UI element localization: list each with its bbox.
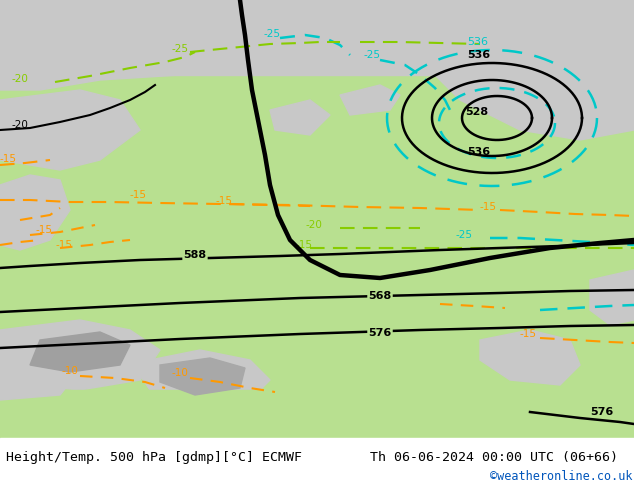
Bar [0,0,634,438]
Bar [0,438,634,490]
Polygon shape [0,390,634,438]
Text: -20: -20 [12,74,29,84]
Text: -20: -20 [305,220,322,230]
Polygon shape [0,0,260,90]
Text: 528: 528 [465,107,488,117]
Text: -25: -25 [263,29,280,39]
Text: 536: 536 [467,37,488,47]
Text: -25: -25 [363,50,380,60]
Text: 576: 576 [590,407,613,417]
Polygon shape [30,332,130,372]
Text: 576: 576 [368,328,392,338]
Bar [0,0,634,75]
Polygon shape [0,175,70,250]
Text: Th 06-06-2024 00:00 UTC (06+66): Th 06-06-2024 00:00 UTC (06+66) [370,450,618,464]
Text: -10: -10 [172,368,189,378]
Text: 536: 536 [467,50,490,60]
Text: -15: -15 [35,225,52,235]
Polygon shape [140,350,270,405]
Text: -15: -15 [130,190,147,200]
Polygon shape [490,70,600,130]
Polygon shape [0,355,80,400]
Text: -15: -15 [295,240,312,250]
Text: 568: 568 [368,291,392,301]
Text: -20: -20 [12,120,29,130]
Text: Height/Temp. 500 hPa [gdmp][°C] ECMWF: Height/Temp. 500 hPa [gdmp][°C] ECMWF [6,450,302,464]
Text: -15: -15 [520,329,537,339]
Text: -10: -10 [62,366,79,376]
Text: -25: -25 [455,230,472,240]
Text: -15: -15 [0,154,17,164]
Text: -25: -25 [172,44,189,54]
Polygon shape [480,330,580,385]
Polygon shape [340,85,400,115]
Text: -15: -15 [480,202,497,212]
Polygon shape [160,358,245,395]
Text: 536: 536 [467,147,490,157]
Polygon shape [0,90,140,170]
Polygon shape [420,0,634,140]
Polygon shape [270,100,330,135]
Text: 588: 588 [183,250,207,260]
Text: -15: -15 [215,196,232,206]
Text: ©weatheronline.co.uk: ©weatheronline.co.uk [490,469,633,483]
Polygon shape [590,270,634,325]
Text: -15: -15 [55,240,72,250]
Polygon shape [0,320,160,390]
